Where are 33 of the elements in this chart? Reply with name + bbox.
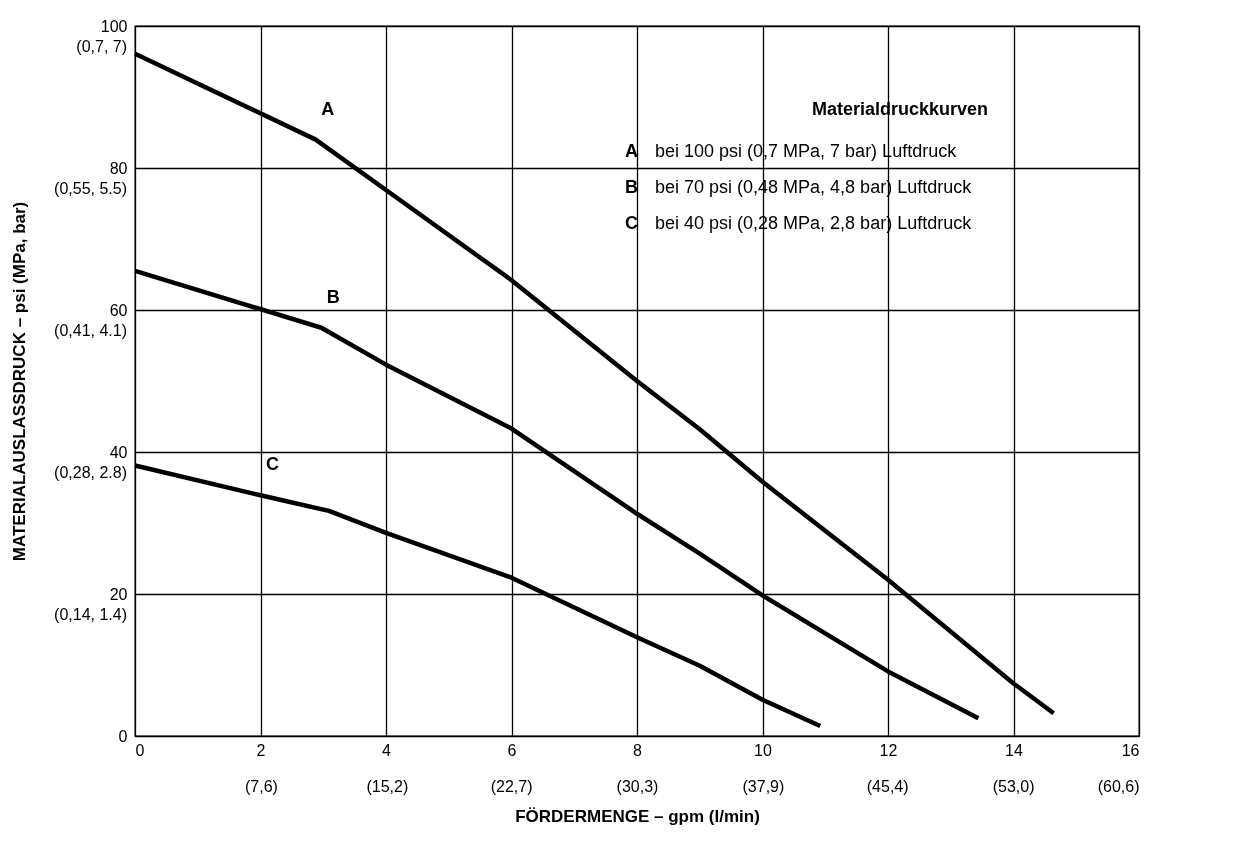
x2-tick-label: (53,0) <box>992 777 1035 795</box>
x-tick-label: 14 <box>1005 741 1023 759</box>
y-tick-label: 20 <box>109 585 128 603</box>
x-tick-label: 16 <box>1121 741 1140 759</box>
series-label: A <box>321 98 335 119</box>
x-tick-label: 12 <box>879 741 898 759</box>
x-tick-label: 6 <box>507 741 517 759</box>
text: (0,41, 4.1) <box>54 322 127 339</box>
y-tick-label: 0 <box>118 727 128 745</box>
x2-tick-label: (30,3) <box>616 777 659 795</box>
y-tick-label: 40 <box>109 443 128 461</box>
text: (0,14, 1.4) <box>54 606 127 623</box>
series-label: B <box>326 286 340 307</box>
text: (0,55, 5.5) <box>54 180 127 197</box>
x-tick-label: 0 <box>135 741 145 759</box>
x2-tick-label: (60,6) <box>1097 777 1140 795</box>
x2-tick-label: (37,9) <box>742 777 785 795</box>
x-tick-label: 2 <box>256 741 266 759</box>
y-tick-label: 60 <box>109 301 128 319</box>
x2-tick-label: (45,4) <box>866 777 909 795</box>
y-tick-label: 80 <box>109 159 128 177</box>
x2-tick-label: (15,2) <box>366 777 409 795</box>
text: (0,7, 7) <box>76 38 127 55</box>
x-tick-label: 4 <box>382 741 392 759</box>
x2-tick-label: (7,6) <box>244 777 278 795</box>
x-axis-title: FÖRDERMENGE – gpm (l/min) <box>515 806 760 826</box>
y-axis-title: MATERIALAUSLASSDRUCK – psi (MPa, bar) <box>9 201 29 562</box>
x-tick-label: 8 <box>633 741 643 759</box>
series-label: C <box>266 454 279 475</box>
x2-tick-label: (22,7) <box>490 777 533 795</box>
y-tick-label: 100 <box>100 17 128 35</box>
text: (0,28, 2.8) <box>54 464 127 481</box>
x-tick-label: 10 <box>754 741 772 759</box>
